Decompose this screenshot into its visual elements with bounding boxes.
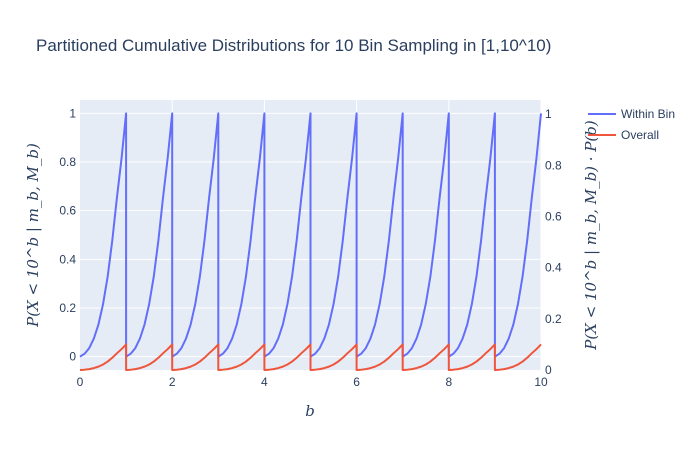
x-axis-label: b — [305, 402, 315, 420]
x-tick-label: 6 — [353, 375, 360, 389]
series-line-within-bin — [79, 112, 542, 358]
x-tick-label: 8 — [445, 375, 452, 389]
y-left-tick-label: 0.2 — [59, 301, 76, 315]
y-left-tick-label: 0.8 — [59, 155, 76, 169]
y-right-tick-label: 1 — [545, 107, 552, 121]
y-axis-left-ticks: 0 0.2 0.4 0.6 0.8 1 — [59, 106, 76, 363]
y-left-tick-label: 0.4 — [59, 252, 76, 266]
y-axis-left-label: P(X < 10^b | m_b, M_b) — [24, 143, 42, 328]
series-lines — [79, 112, 542, 371]
y-left-tick-label: 0.6 — [59, 204, 76, 218]
x-axis-ticks: 0 2 4 6 8 10 — [77, 375, 548, 389]
legend-label: Within Bin — [621, 107, 675, 121]
y-right-tick-label: 0 — [545, 363, 552, 377]
series-line-overall — [79, 343, 542, 371]
y-right-tick-label: 0.2 — [545, 312, 562, 326]
y-right-tick-label: 0.6 — [545, 209, 562, 223]
y-axis-right-label: P(X < 10^b | m_b, M_b) · P(b) — [582, 120, 600, 351]
legend[interactable]: Within Bin Overall — [588, 107, 675, 142]
y-left-tick-label: 1 — [69, 106, 76, 120]
x-tick-label: 4 — [261, 375, 268, 389]
legend-label: Overall — [621, 128, 659, 142]
chart-title: Partitioned Cumulative Distributions for… — [36, 36, 551, 55]
x-tick-label: 0 — [77, 375, 84, 389]
y-left-tick-label: 0 — [69, 350, 76, 364]
y-right-tick-label: 0.4 — [545, 261, 562, 275]
y-axis-right-ticks: 0 0.2 0.4 0.6 0.8 1 — [545, 107, 562, 377]
y-right-tick-label: 0.8 — [545, 158, 562, 172]
x-tick-label: 2 — [169, 375, 176, 389]
x-tick-label: 10 — [534, 375, 548, 389]
